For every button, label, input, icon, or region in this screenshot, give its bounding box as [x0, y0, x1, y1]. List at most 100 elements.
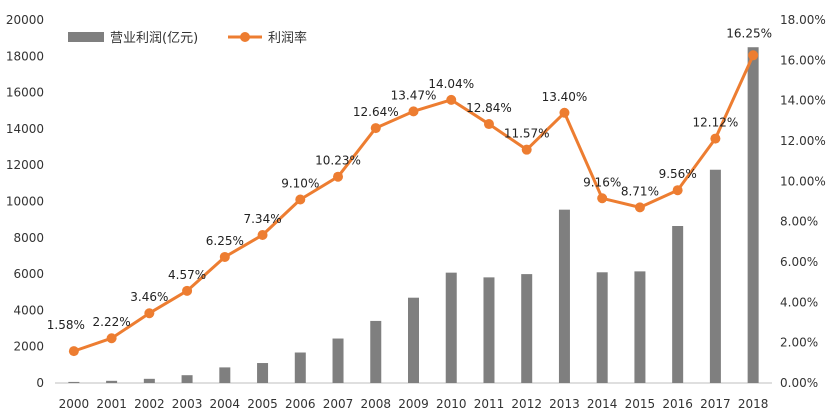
bar — [68, 381, 80, 383]
y-right-tick-label: 4.00% — [780, 295, 818, 309]
y-left-tick-label: 18000 — [6, 49, 44, 63]
x-tick-label: 2000 — [59, 397, 90, 411]
y-left-tick-label: 4000 — [13, 303, 44, 317]
data-label: 9.10% — [281, 176, 319, 190]
y-right-tick-label: 18.00% — [780, 13, 826, 27]
x-tick-label: 2017 — [700, 397, 731, 411]
bar — [181, 375, 193, 383]
line-point — [182, 285, 193, 296]
line-point — [295, 194, 306, 205]
line-series: 1.58% 2.22% 3.46%4.57% 6.25% 7.34% 9.10% 10.23… — [47, 26, 772, 357]
line-point — [672, 185, 683, 196]
bar — [709, 169, 721, 383]
y-right-tick-label: 2.00% — [780, 336, 818, 350]
data-label: 3.46% — [130, 290, 168, 304]
line-point — [408, 106, 419, 117]
bar — [483, 277, 495, 383]
bar — [143, 378, 155, 383]
y-right-tick-label: 14.00% — [780, 94, 826, 108]
y-left-tick-label: 6000 — [13, 267, 44, 281]
x-tick-label: 2008 — [360, 397, 391, 411]
data-label: 9.16% — [583, 175, 621, 189]
data-label: 6.25% — [206, 234, 244, 248]
bar — [558, 209, 570, 383]
data-label: 12.84% — [466, 101, 512, 115]
x-tick-label: 2005 — [247, 397, 278, 411]
bar — [521, 274, 533, 383]
line-point — [748, 50, 759, 61]
y-left-tick-label: 8000 — [13, 231, 44, 245]
line-point — [446, 94, 457, 105]
legend-line-label: 利润率 — [268, 30, 307, 46]
line-point — [559, 107, 570, 118]
y-right-tick-label: 12.00% — [780, 134, 826, 148]
data-label: 14.04% — [428, 77, 474, 91]
x-tick-label: 2002 — [134, 397, 165, 411]
x-tick-label: 2013 — [549, 397, 580, 411]
data-label: 13.40% — [542, 90, 588, 104]
bar — [332, 338, 344, 383]
y-right-tick-label: 16.00% — [780, 53, 826, 67]
legend-bar-swatch — [68, 32, 104, 42]
bar — [370, 320, 382, 383]
bar — [596, 272, 608, 383]
x-tick-label: 2010 — [436, 397, 467, 411]
data-label: 4.57% — [168, 268, 206, 282]
y-left-tick-label: 14000 — [6, 122, 44, 136]
data-label: 8.71% — [621, 184, 659, 198]
x-tick-label: 2012 — [511, 397, 542, 411]
x-tick-label: 2003 — [172, 397, 203, 411]
y-right-tick-label: 6.00% — [780, 255, 818, 269]
x-tick-label: 2004 — [210, 397, 241, 411]
data-label: 1.58% — [47, 318, 85, 332]
line-point — [68, 346, 79, 357]
legend: 营业利润(亿元) 利润率 — [68, 30, 307, 46]
line-point — [257, 229, 268, 240]
y-left-tick-label: 0 — [36, 376, 44, 390]
bar — [672, 226, 684, 383]
x-tick-label: 2009 — [398, 397, 429, 411]
line-point — [370, 123, 381, 134]
data-label: 2.22% — [93, 315, 131, 329]
legend-line-marker — [240, 32, 250, 42]
y-right-tick-label: 0.00% — [780, 376, 818, 390]
bar — [106, 380, 118, 383]
line-point — [219, 251, 230, 262]
line-point — [483, 119, 494, 130]
x-tick-label: 2018 — [738, 397, 769, 411]
data-label: 10.23% — [315, 154, 361, 168]
bar — [747, 47, 759, 383]
y-axis-left: 0 2000 4000 6000 8000 10000 12000 14000 16000 180… — [6, 13, 44, 390]
bar-series — [68, 47, 759, 383]
data-label: 11.57% — [504, 127, 550, 141]
bar — [294, 352, 306, 383]
data-label: 12.64% — [353, 105, 399, 119]
x-tick-label: 2011 — [474, 397, 505, 411]
line-point — [144, 308, 155, 319]
x-tick-label: 2015 — [625, 397, 656, 411]
x-tick-label: 2016 — [662, 397, 693, 411]
y-left-tick-label: 20000 — [6, 13, 44, 27]
x-axis: 2000 2001 2002 2003 2004 2005 2006 2007 2008 2009… — [55, 382, 772, 411]
bar — [257, 363, 269, 383]
bar — [219, 367, 231, 383]
y-right-tick-label: 8.00% — [780, 215, 818, 229]
line-point — [710, 133, 721, 144]
legend-bar-label: 营业利润(亿元) — [110, 31, 198, 46]
y-left-tick-label: 10000 — [6, 195, 44, 209]
x-tick-label: 2001 — [96, 397, 127, 411]
line-point — [333, 171, 344, 182]
bar — [408, 297, 419, 383]
data-label: 13.47% — [391, 88, 437, 102]
line-point — [634, 202, 645, 213]
bar — [634, 271, 646, 383]
data-label: 9.56% — [659, 167, 697, 181]
y-left-tick-label: 16000 — [6, 86, 44, 100]
line-point — [521, 144, 532, 155]
y-left-tick-label: 2000 — [13, 340, 44, 354]
x-tick-label: 2014 — [587, 397, 618, 411]
data-label: 12.12% — [693, 116, 739, 130]
y-axis-right: 0.00% 2.00% 4.00% 6.00% 8.00% 10.00% 12.00% 14.… — [780, 13, 826, 390]
line-point — [106, 333, 117, 344]
